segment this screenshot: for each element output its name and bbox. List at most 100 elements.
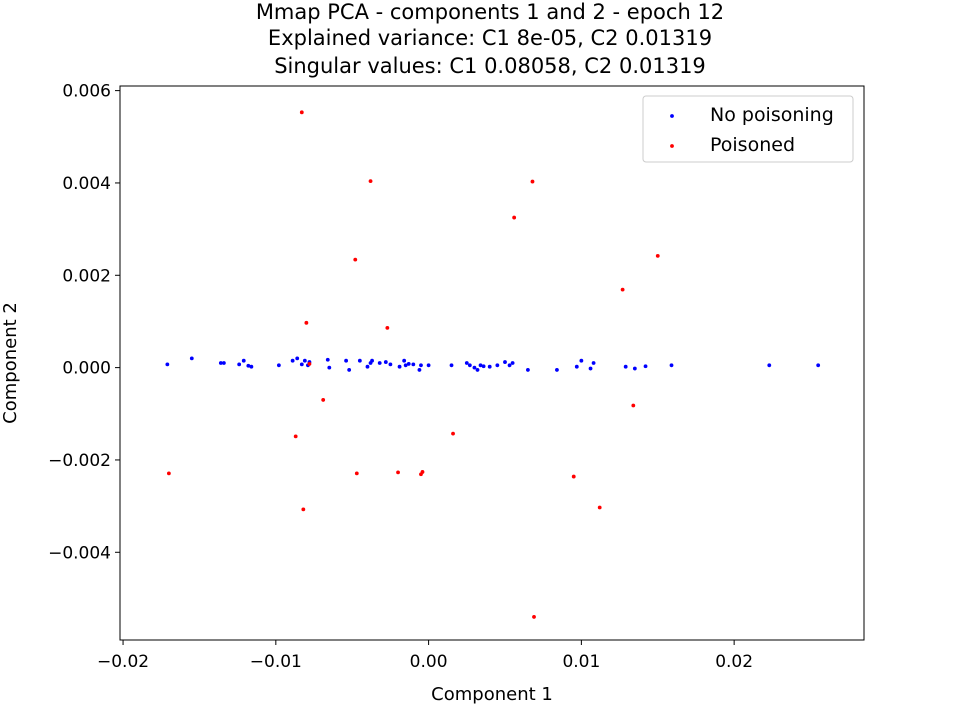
no-poisoning-point <box>579 358 584 363</box>
poisoned-point <box>301 507 306 512</box>
poisoned-point <box>321 398 326 402</box>
poisoned-point <box>396 470 400 475</box>
poisoned-point <box>530 179 535 184</box>
poisoned-point <box>451 431 455 436</box>
legend-label-poisoned: Poisoned <box>710 134 795 156</box>
legend-marker-poisoned <box>670 144 674 148</box>
no-poisoning-point <box>623 364 628 369</box>
poisoned-point <box>571 474 576 479</box>
legend-marker-no-poisoning <box>670 114 674 118</box>
no-poisoning-point <box>325 357 330 362</box>
x-axis-label: Component 1 <box>431 684 553 705</box>
no-poisoning-point <box>406 362 411 366</box>
poisoned-point <box>304 320 309 325</box>
no-poisoning-point <box>475 368 480 372</box>
legend-label-no-poisoning: No poisoning <box>710 104 834 126</box>
no-poisoning-point <box>299 362 304 367</box>
no-poisoning-point <box>276 363 281 368</box>
no-poisoning-point <box>411 362 416 367</box>
no-poisoning-point <box>643 364 648 369</box>
no-poisoning-point <box>221 361 226 365</box>
no-poisoning-point <box>510 361 515 365</box>
poisoned-point <box>166 471 171 476</box>
no-poisoning-point <box>246 363 251 368</box>
chart-title-line-1: Mmap PCA - components 1 and 2 - epoch 12 <box>255 0 725 24</box>
no-poisoning-point <box>165 362 170 367</box>
no-poisoning-point <box>402 358 407 363</box>
no-poisoning-point <box>417 368 422 372</box>
no-poisoning-point <box>241 358 246 363</box>
no-poisoning-point <box>503 360 507 364</box>
poisoned-point <box>354 471 359 476</box>
no-poisoning-point <box>478 363 483 368</box>
no-poisoning-point <box>397 364 402 369</box>
points-layer <box>165 110 821 619</box>
x-tick-label: 0.02 <box>715 652 753 672</box>
poisoned-point <box>385 326 390 330</box>
no-poisoning-point <box>816 363 821 368</box>
no-poisoning-point <box>295 356 300 361</box>
no-poisoning-point <box>669 363 674 368</box>
x-tick-label: 0.01 <box>562 652 600 672</box>
no-poisoning-point <box>526 368 530 372</box>
no-poisoning-point <box>487 364 492 369</box>
no-poisoning-point <box>481 364 486 369</box>
y-tick-label: 0.002 <box>62 266 111 286</box>
y-tick-label: −0.002 <box>48 451 111 471</box>
poisoned-point <box>631 403 636 408</box>
no-poisoning-point <box>327 365 332 370</box>
no-poisoning-point <box>574 364 579 369</box>
no-poisoning-point <box>472 365 477 370</box>
y-tick-label: −0.004 <box>48 543 111 563</box>
no-poisoning-point <box>383 360 388 364</box>
no-poisoning-point <box>632 366 637 371</box>
no-poisoning-point <box>377 361 382 365</box>
no-poisoning-point <box>464 361 469 365</box>
poisoned-point <box>512 215 517 220</box>
no-poisoning-point <box>555 368 559 372</box>
no-poisoning-point <box>591 361 596 365</box>
no-poisoning-point <box>426 363 431 368</box>
no-poisoning-point <box>495 363 500 368</box>
no-poisoning-point <box>767 363 772 368</box>
no-poisoning-point <box>467 363 472 368</box>
no-poisoning-point <box>302 358 307 363</box>
no-poisoning-point <box>344 358 348 363</box>
chart-title-line-3: Singular values: C1 0.08058, C2 0.01319 <box>274 54 706 78</box>
no-poisoning-point <box>507 363 512 368</box>
poisoned-point <box>419 472 423 477</box>
y-axis-label: Component 2 <box>0 302 21 424</box>
legend: No poisoning Poisoned <box>642 95 854 163</box>
poisoned-point <box>307 362 312 366</box>
poisoned-point <box>293 434 298 439</box>
poisoned-point <box>368 179 373 184</box>
no-poisoning-point <box>370 358 374 363</box>
no-poisoning-point <box>403 363 408 368</box>
no-poisoning-point <box>588 366 593 371</box>
no-poisoning-point <box>365 364 370 369</box>
poisoned-point <box>353 257 358 262</box>
no-poisoning-point <box>419 363 423 368</box>
poisoned-point <box>299 110 304 115</box>
legend-box <box>642 95 854 163</box>
no-poisoning-point <box>357 358 362 363</box>
chart-title-line-2: Explained variance: C1 8e-05, C2 0.01319 <box>267 26 713 50</box>
no-poisoning-point <box>249 364 254 369</box>
no-poisoning-point <box>388 362 393 367</box>
y-tick-label: 0.006 <box>62 82 111 102</box>
no-poisoning-point <box>189 356 194 361</box>
poisoned-point <box>620 287 625 292</box>
x-tick-label: −0.01 <box>250 652 302 672</box>
x-tick-label: 0.00 <box>410 652 448 672</box>
no-poisoning-point <box>290 358 295 363</box>
poisoned-point <box>655 253 660 258</box>
axes-frame <box>119 85 865 641</box>
poisoned-point <box>532 615 536 619</box>
poisoned-point <box>597 505 602 510</box>
y-tick-label: 0.000 <box>62 359 111 379</box>
ticks-layer: −0.02 −0.01 0.00 0.01 0.02 −0.004 −0.002 0.000 0… <box>48 82 753 672</box>
no-poisoning-point <box>218 361 223 365</box>
no-poisoning-point <box>237 362 242 367</box>
